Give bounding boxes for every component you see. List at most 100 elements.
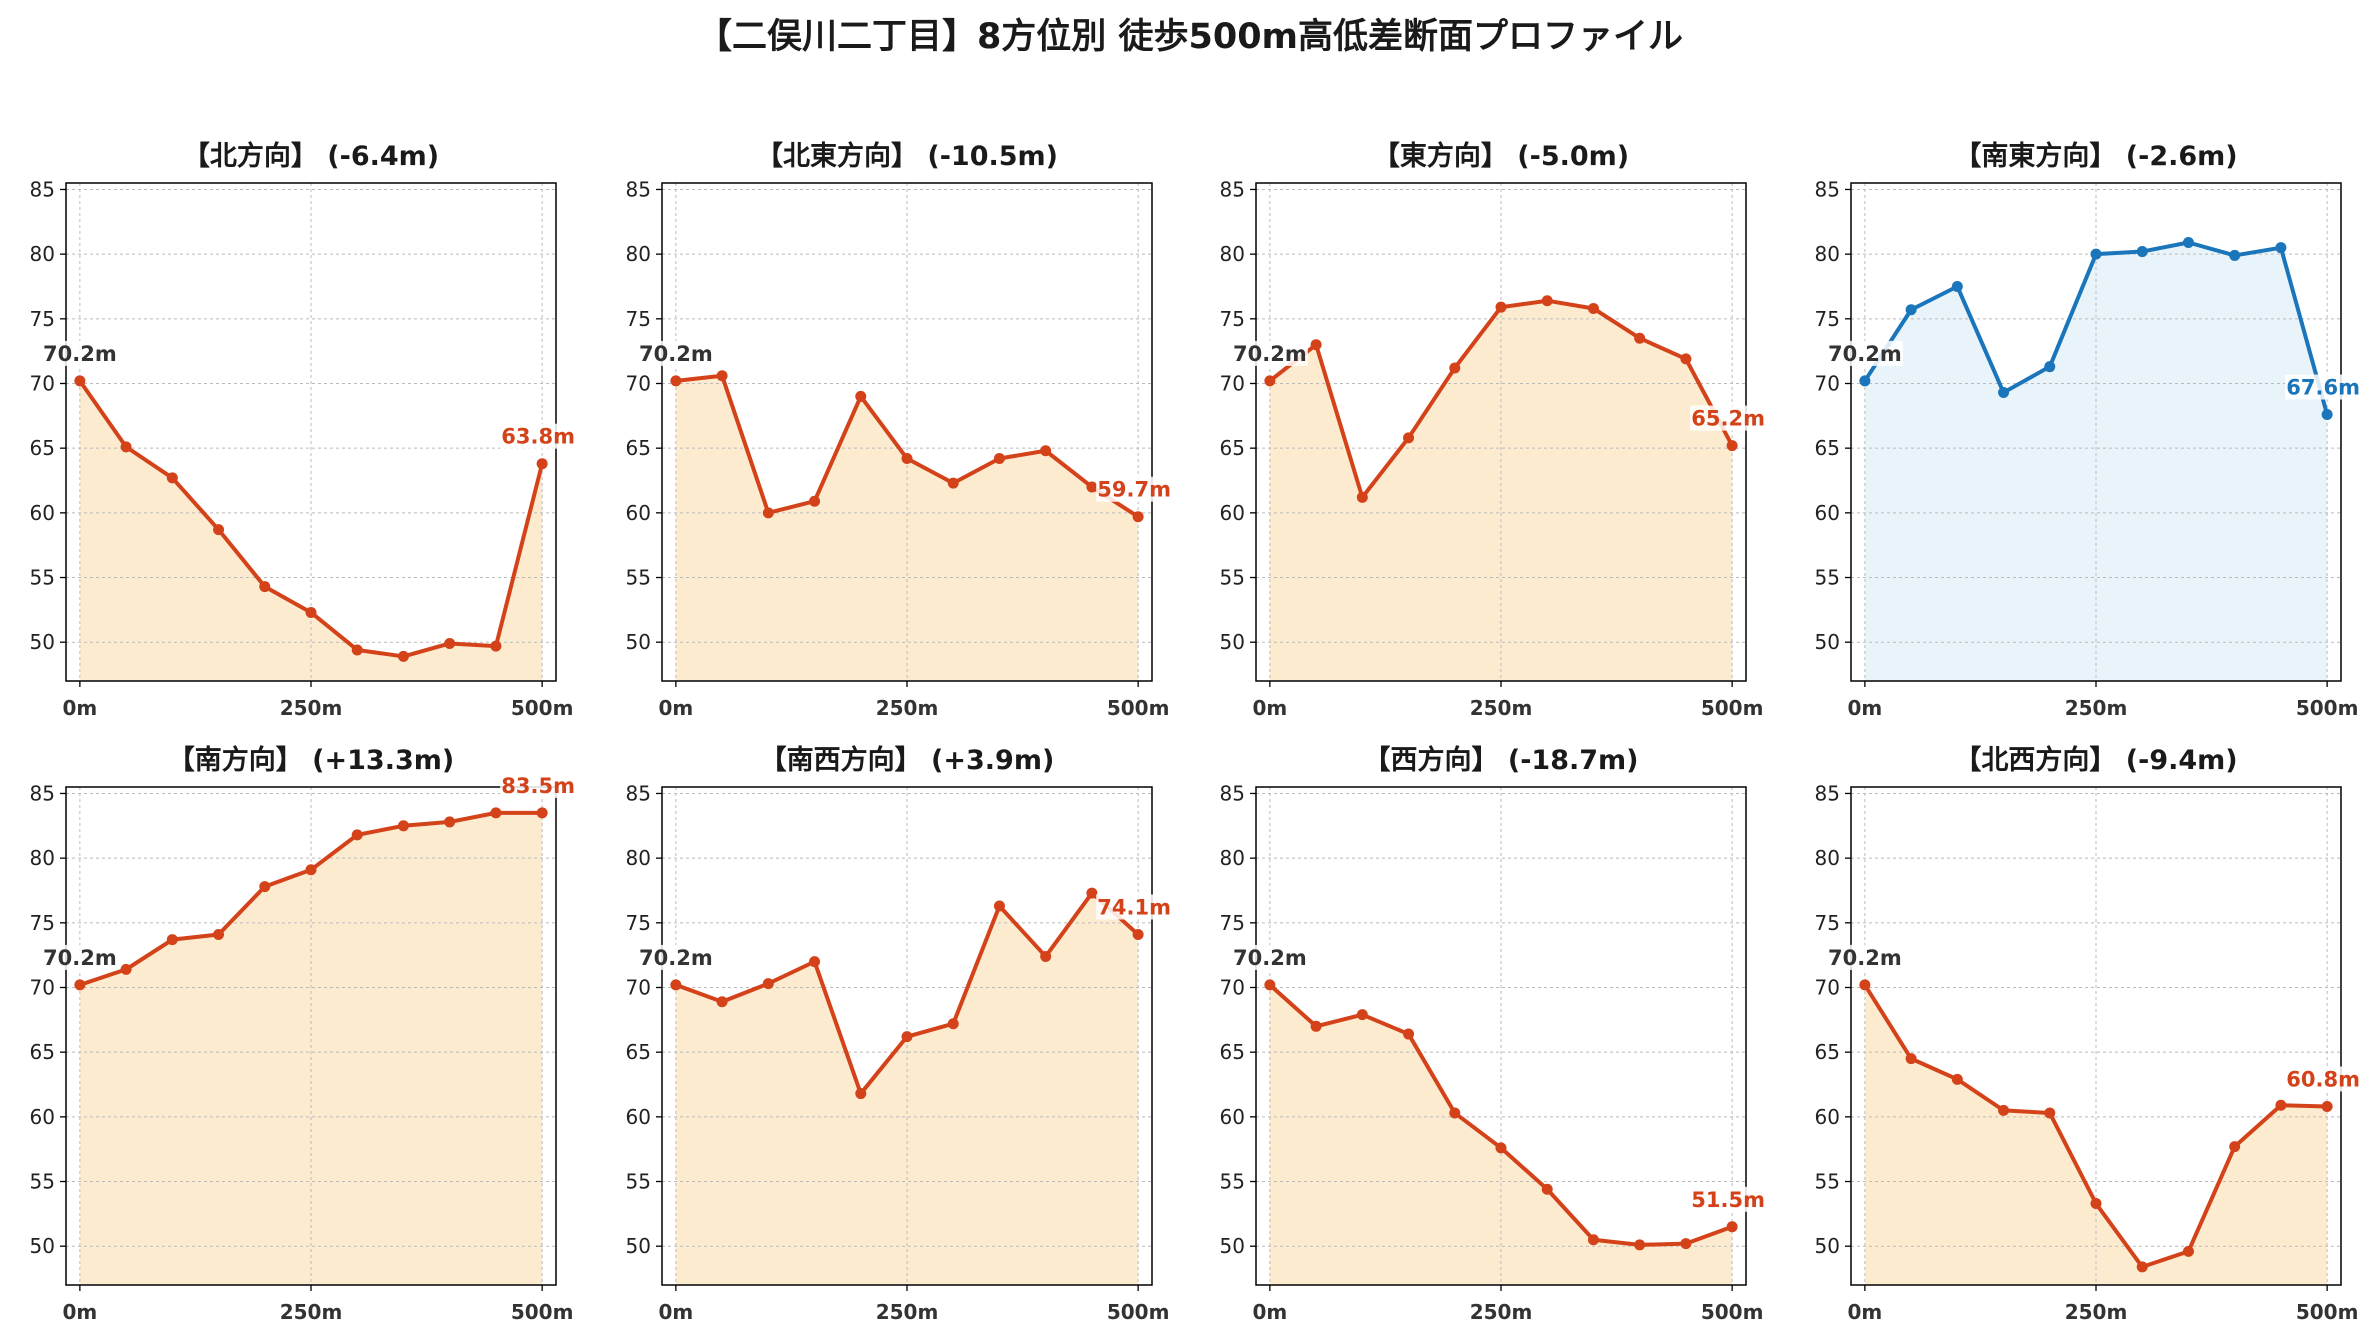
y-tick-label: 55 [30, 1170, 55, 1194]
y-tick-label: 55 [1220, 1170, 1245, 1194]
data-point [1449, 1107, 1461, 1119]
data-point [1495, 301, 1507, 313]
subplot-title: 【南東方向】 (-2.6m) [1954, 140, 2237, 172]
subplot-3: 50 55 60 65 70 75 80 85 0m 250m 500m 70.2m 65.2m 【東方向… [1220, 140, 1767, 720]
data-point [2275, 242, 2287, 254]
data-point [1951, 1073, 1963, 1085]
data-point [2044, 1107, 2056, 1119]
x-tick-label: 250m [876, 696, 939, 720]
data-point [1634, 332, 1646, 344]
x-tick-label: 250m [2065, 1300, 2128, 1324]
end-value-label: 67.6m [2286, 376, 2360, 400]
y-tick-label: 55 [1220, 566, 1245, 590]
area-fill [79, 380, 543, 681]
y-tick-label: 75 [1220, 307, 1245, 331]
data-point [74, 979, 86, 991]
y-tick-label: 85 [30, 177, 55, 201]
data-point [1859, 375, 1871, 387]
data-point [1859, 979, 1871, 991]
x-tick-label: 500m [511, 1300, 574, 1324]
y-tick-label: 60 [1815, 1105, 1840, 1129]
y-tick-label: 65 [1815, 436, 1840, 460]
y-tick-label: 70 [626, 975, 651, 999]
data-point [2275, 1099, 2287, 1111]
start-label-bg [1231, 340, 1308, 366]
end-value-label: 51.5m [1691, 1188, 1765, 1212]
y-tick-label: 50 [1815, 1234, 1840, 1258]
y-tick-label: 70 [626, 371, 651, 395]
subplot-title: 【北東方向】 (-10.5m) [756, 140, 1058, 172]
x-tick-label: 250m [1470, 1300, 1533, 1324]
y-tick-label: 80 [1220, 242, 1245, 266]
y-tick-label: 60 [626, 1105, 651, 1129]
data-point [1403, 1028, 1415, 1040]
data-point [259, 881, 271, 893]
x-tick-label: 500m [2296, 696, 2359, 720]
y-tick-label: 85 [626, 177, 651, 201]
data-point [1040, 950, 1052, 962]
y-tick-label: 80 [1815, 242, 1840, 266]
x-tick-label: 500m [1701, 696, 1764, 720]
y-tick-label: 70 [30, 371, 55, 395]
y-tick-label: 55 [626, 566, 651, 590]
subplot-6: 50 55 60 65 70 75 80 85 0m 250m 500m 70.2m 74.1m 【南西方… [626, 744, 1173, 1324]
data-point [259, 581, 271, 593]
y-tick-label: 50 [30, 630, 55, 654]
y-tick-label: 65 [1220, 1040, 1245, 1064]
data-point [2229, 249, 2241, 261]
x-tick-label: 0m [62, 1300, 97, 1324]
end-value-label: 83.5m [501, 774, 575, 798]
data-point [1905, 304, 1917, 316]
y-tick-label: 85 [1220, 177, 1245, 201]
x-tick-label: 250m [876, 1300, 939, 1324]
y-tick-label: 50 [30, 1234, 55, 1258]
area-fill [79, 812, 543, 1285]
start-label-bg [41, 944, 118, 970]
start-label-bg [1826, 340, 1903, 366]
data-point [762, 978, 774, 990]
y-tick-label: 70 [1815, 371, 1840, 395]
data-point [2136, 1261, 2148, 1273]
data-point [1132, 928, 1144, 940]
data-point [1086, 481, 1098, 493]
y-tick-label: 75 [626, 307, 651, 331]
y-tick-label: 75 [1220, 911, 1245, 935]
y-tick-label: 85 [1815, 781, 1840, 805]
x-tick-label: 0m [1252, 1300, 1287, 1324]
start-value-label: 70.2m [1828, 946, 1902, 970]
subplot-7: 50 55 60 65 70 75 80 85 0m 250m 500m 70.2m 51.5m 【西方向… [1220, 744, 1767, 1324]
data-point [947, 477, 959, 489]
y-tick-label: 80 [30, 242, 55, 266]
data-point [1356, 491, 1368, 503]
start-value-label: 70.2m [639, 946, 713, 970]
x-tick-label: 250m [280, 1300, 343, 1324]
y-tick-label: 80 [626, 846, 651, 870]
start-label-bg [1231, 944, 1308, 970]
y-tick-label: 70 [1220, 371, 1245, 395]
data-point [1356, 1009, 1368, 1021]
subplot-title: 【北方向】 (-6.4m) [183, 140, 439, 172]
y-tick-label: 60 [1220, 501, 1245, 525]
end-label-bg [1690, 1186, 1767, 1212]
data-point [1086, 887, 1098, 899]
y-tick-label: 50 [1815, 630, 1840, 654]
subplot-1: 50 55 60 65 70 75 80 85 0m 250m 500m 70.2m 63.8m 【北方向… [30, 140, 577, 720]
x-tick-label: 500m [1107, 696, 1170, 720]
y-tick-label: 85 [1220, 781, 1245, 805]
end-label-bg [500, 423, 577, 449]
x-tick-label: 0m [1252, 696, 1287, 720]
data-point [2090, 1198, 2102, 1210]
y-tick-label: 65 [626, 436, 651, 460]
data-point [716, 996, 728, 1008]
start-value-label: 70.2m [639, 342, 713, 366]
x-tick-label: 250m [2065, 696, 2128, 720]
x-tick-label: 0m [658, 696, 693, 720]
end-label-bg [1096, 894, 1173, 920]
data-point [444, 816, 456, 828]
data-point [351, 829, 363, 841]
data-point [670, 375, 682, 387]
y-tick-label: 80 [1815, 846, 1840, 870]
data-point [1403, 432, 1415, 444]
data-point [1726, 440, 1738, 452]
data-point [166, 472, 178, 484]
